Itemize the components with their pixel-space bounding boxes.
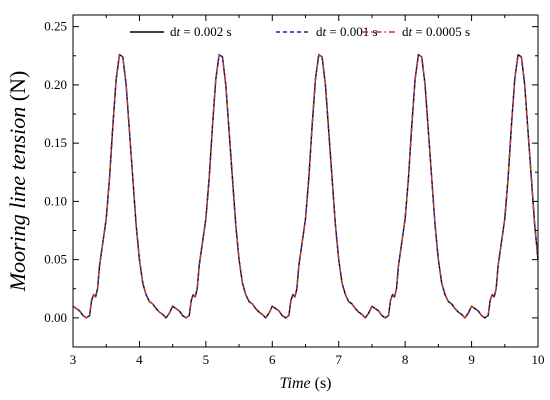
- y-tick-label: 0.25: [44, 19, 67, 34]
- series-line-3: [72, 53, 539, 319]
- x-tick-label: 7: [335, 352, 342, 367]
- y-tick-label: 0.15: [44, 135, 67, 150]
- y-tick-label: 0.20: [44, 77, 67, 92]
- legend: dt = 0.002 s dt = 0.001 s dt = 0.0005 s: [130, 24, 470, 39]
- y-axis-title-unit: (N): [5, 71, 30, 107]
- x-tick-label: 5: [203, 352, 210, 367]
- legend-label: dt = 0.001 s: [316, 24, 378, 39]
- x-axis-title-unit: (s): [311, 375, 332, 392]
- tick-labels: 3 4 5 6 7 8 9 10 0.00 0.05 0.10 0.15 0.20 0.25: [44, 19, 544, 367]
- y-axis-title: Mooring line tension (N): [5, 71, 30, 293]
- plot-frame: [72, 14, 539, 348]
- x-tick-label: 9: [468, 352, 475, 367]
- y-axis-title-italic: Mooring line tension: [5, 107, 30, 293]
- x-tick-label: 3: [70, 352, 77, 367]
- plot-lines: [72, 53, 539, 319]
- x-axis-title: Time (s): [279, 375, 331, 392]
- legend-label: dt = 0.0005 s: [402, 24, 470, 39]
- y-tick-label: 0.05: [44, 252, 67, 267]
- x-tick-label: 4: [136, 352, 143, 367]
- x-tick-label: 10: [532, 352, 545, 367]
- x-tick-label: 8: [402, 352, 409, 367]
- x-axis-title-italic: Time: [279, 375, 310, 392]
- legend-label: dt = 0.002 s: [170, 24, 232, 39]
- x-tick-label: 6: [269, 352, 276, 367]
- axis-ticks: [72, 15, 539, 347]
- y-tick-label: 0.00: [44, 310, 67, 325]
- y-tick-label: 0.10: [44, 193, 67, 208]
